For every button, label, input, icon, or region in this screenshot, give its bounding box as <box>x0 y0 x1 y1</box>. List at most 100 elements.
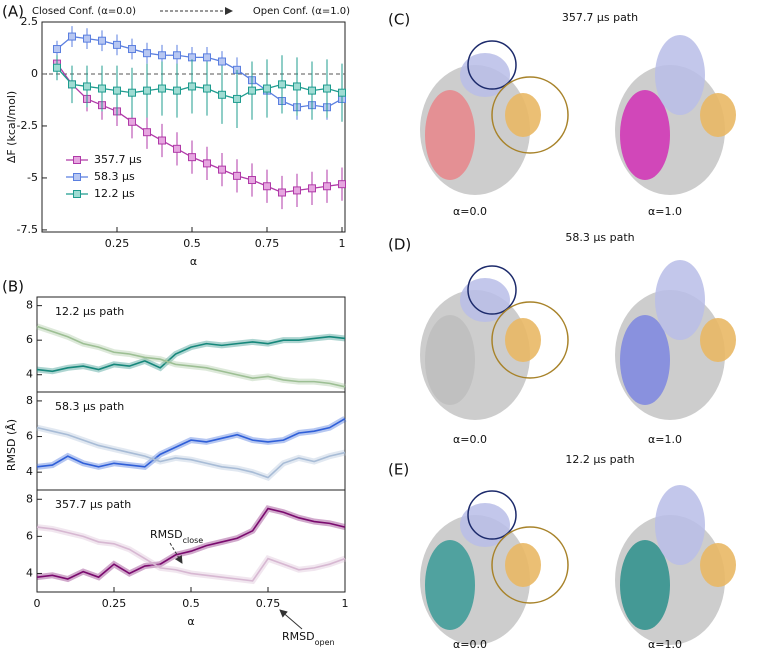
marker <box>68 32 76 41</box>
protein-helix <box>505 543 541 587</box>
x-axis-label: α <box>190 255 197 268</box>
state-label: α=0.0 <box>453 638 487 651</box>
highlight-circle <box>467 490 517 540</box>
marker <box>143 86 151 95</box>
x-axis-label: α <box>187 615 194 628</box>
protein-helix <box>700 93 736 137</box>
series-line <box>36 526 346 582</box>
annotation: Open Conf. (α=1.0) <box>253 6 350 17</box>
y-axis-label: RMSD (Å) <box>5 419 18 471</box>
marker <box>173 51 181 60</box>
x-tick-label: 0.5 <box>182 597 200 610</box>
y-tick-label: -5 <box>27 171 38 184</box>
state-label: α=1.0 <box>648 638 682 651</box>
y-tick-label: 8 <box>26 299 33 312</box>
plot-frame <box>41 21 346 233</box>
series-line <box>36 507 346 580</box>
y-axis-label: ΔF (kcal/mol) <box>5 91 18 163</box>
protein-helix <box>700 318 736 362</box>
state-label: α=0.0 <box>453 433 487 446</box>
protein-domain <box>620 90 670 180</box>
highlight-circle <box>467 40 517 90</box>
marker <box>173 144 181 153</box>
marker <box>158 136 166 145</box>
legend-marker <box>73 156 81 164</box>
marker <box>203 53 211 62</box>
annotation: Closed Conf. (α=0.0) <box>32 6 136 17</box>
marker <box>293 186 301 195</box>
x-tick-label: 0.75 <box>256 597 281 610</box>
state-label: α=1.0 <box>648 205 682 218</box>
annotation-arrow <box>279 609 303 630</box>
annotation: RMSDclose <box>150 528 203 545</box>
marker <box>263 84 271 93</box>
marker <box>338 180 346 189</box>
series-line <box>36 418 346 468</box>
marker <box>158 84 166 93</box>
panel-label: (D) <box>388 236 411 254</box>
protein-domain <box>425 540 475 630</box>
y-tick-label: 6 <box>26 333 33 346</box>
marker <box>293 82 301 91</box>
marker <box>233 94 241 103</box>
series-line <box>36 325 346 388</box>
y-tick-label: -7.5 <box>17 223 38 236</box>
x-tick-label: 1 <box>339 237 346 250</box>
marker <box>128 88 136 97</box>
protein-lid <box>655 35 705 115</box>
marker <box>53 45 61 54</box>
x-tick-label: 0.75 <box>255 237 280 250</box>
marker <box>128 45 136 54</box>
marker <box>128 117 136 126</box>
highlight-circle <box>491 526 569 604</box>
marker <box>218 90 226 99</box>
marker <box>323 84 331 93</box>
marker <box>188 153 196 162</box>
marker <box>218 165 226 174</box>
x-tick-label: 0.5 <box>183 237 201 250</box>
x-tick-label: 0 <box>34 597 41 610</box>
highlight-circle <box>467 265 517 315</box>
y-tick-label: 6 <box>26 529 33 542</box>
protein-helix <box>700 543 736 587</box>
protein-domain <box>620 540 670 630</box>
y-tick-label: -2.5 <box>17 119 38 132</box>
annotation: RMSDopen <box>282 630 335 647</box>
subplot-title: 12.2 µs path <box>55 305 124 318</box>
marker <box>143 49 151 58</box>
structure-title: 357.7 µs path <box>562 11 638 24</box>
state-label: α=0.0 <box>453 205 487 218</box>
marker <box>233 171 241 180</box>
state-label: α=1.0 <box>648 433 682 446</box>
protein-lid <box>460 503 510 547</box>
protein-helix <box>505 318 541 362</box>
series-line <box>56 35 343 108</box>
marker <box>113 40 121 49</box>
marker <box>323 182 331 191</box>
annotation-arrow <box>169 542 183 564</box>
subplot-title: 58.3 µs path <box>55 400 124 413</box>
marker <box>248 176 256 185</box>
marker <box>98 36 106 45</box>
protein-lid <box>460 53 510 97</box>
x-tick-label: 0.25 <box>102 597 127 610</box>
protein-domain <box>425 315 475 405</box>
marker <box>308 184 316 193</box>
structure-title: 12.2 µs path <box>565 453 634 466</box>
annotation-text: RMSD <box>150 528 183 541</box>
legend-marker <box>73 190 81 198</box>
y-tick-label: 6 <box>26 430 33 443</box>
panel-label: (C) <box>388 11 410 29</box>
x-tick-label: 1 <box>342 597 349 610</box>
structure-title: 58.3 µs path <box>565 231 634 244</box>
protein-domain <box>425 90 475 180</box>
annotation-sub: open <box>315 638 335 647</box>
annotation-sub: close <box>183 536 204 545</box>
legend-label: 58.3 µs <box>94 170 135 183</box>
marker <box>68 80 76 89</box>
subplot-title: 357.7 µs path <box>55 498 131 511</box>
highlight-circle <box>491 76 569 154</box>
x-tick-label: 0.25 <box>105 237 130 250</box>
marker <box>83 34 91 43</box>
